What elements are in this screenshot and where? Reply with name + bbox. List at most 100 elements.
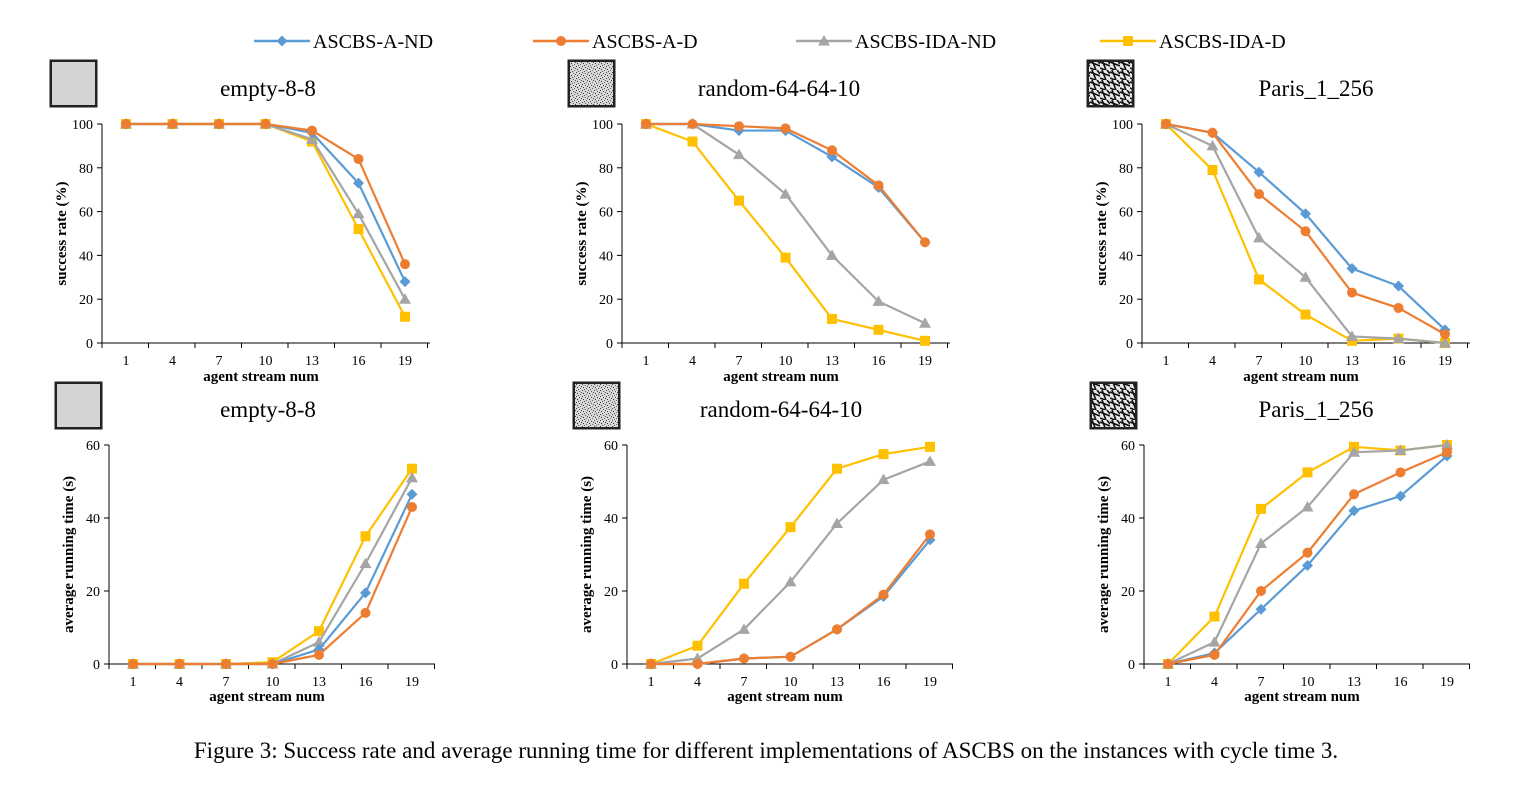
y-tick-label: 60 [1119, 206, 1133, 221]
legend-entry: ASCBS-IDA-ND [796, 31, 996, 53]
data-point [779, 188, 792, 199]
y-tick-label: 40 [1121, 512, 1135, 527]
data-point [1209, 649, 1220, 660]
data-point [1393, 280, 1404, 292]
data-point [1442, 447, 1452, 458]
data-point [1301, 501, 1314, 512]
x-tick-label: 4 [1209, 354, 1216, 369]
chart-title: random-64-64-10 [698, 76, 860, 101]
data-point [1253, 231, 1265, 243]
data-point [121, 119, 131, 129]
y-tick-label: 0 [606, 337, 613, 352]
empty-map-icon [49, 59, 98, 108]
random-map-icon [572, 381, 621, 430]
data-point [687, 136, 698, 147]
data-point [873, 180, 884, 191]
y-axis-label: average running time (s) [579, 476, 595, 633]
map-icon-image [52, 62, 95, 105]
series-line [646, 122, 926, 325]
data-point [407, 502, 417, 513]
map-icon-image [1089, 62, 1132, 105]
x-tick-label: 7 [1258, 675, 1265, 690]
y-tick-label: 60 [1121, 439, 1135, 454]
y-tick-label: 20 [604, 585, 618, 600]
data-point [924, 455, 936, 466]
chart-title: empty-8-8 [220, 397, 316, 422]
data-point [1206, 139, 1219, 151]
data-point [1300, 309, 1311, 320]
y-tick-label: 60 [86, 439, 100, 454]
y-tick-label: 0 [611, 658, 618, 673]
data-point [174, 659, 185, 669]
x-tick-label: 13 [312, 675, 326, 690]
data-point [1349, 489, 1359, 500]
empty-map-icon [54, 381, 103, 430]
chart-title: Paris_1_256 [1259, 397, 1374, 422]
data-point [1302, 559, 1313, 571]
x-tick-label: 16 [877, 675, 891, 690]
data-point [738, 623, 750, 634]
y-tick-label: 0 [93, 658, 100, 673]
data-point [1302, 547, 1313, 558]
data-point [739, 653, 749, 664]
data-point [406, 488, 418, 500]
x-tick-label: 19 [405, 675, 419, 690]
data-point [1254, 274, 1264, 285]
data-point [692, 659, 703, 669]
x-tick-label: 13 [1345, 354, 1359, 369]
series-ascbs-a-nd [1162, 450, 1453, 670]
data-point [925, 529, 935, 540]
paris-map-icon [1086, 59, 1135, 108]
data-point [827, 145, 837, 156]
y-tick-label: 60 [599, 206, 613, 221]
figure-canvas: ASCBS-A-ND ASCBS-A-D ASCBS-IDA-ND ASCBS-IDA… [49, 31, 1470, 705]
x-tick-label: 19 [1440, 675, 1454, 690]
series-line [1167, 451, 1448, 666]
data-point [733, 148, 745, 160]
data-point [214, 119, 224, 129]
series-line [126, 122, 406, 283]
legend-marker [556, 36, 566, 46]
legend-label: ASCBS-IDA-ND [855, 31, 996, 53]
legend: ASCBS-A-ND ASCBS-A-D ASCBS-IDA-ND ASCBS-IDA… [254, 31, 1286, 53]
chart-panel: random-64-64-10 0 20 40 60 1 4 7 10 13 16 19 agent s… [572, 381, 953, 705]
data-point [872, 295, 885, 306]
x-tick-label: 19 [1438, 354, 1452, 369]
legend-label: ASCBS-A-ND [313, 31, 433, 53]
y-tick-label: 0 [1128, 658, 1135, 673]
y-tick-label: 100 [72, 118, 93, 133]
data-point [353, 224, 364, 235]
data-point [128, 659, 138, 669]
data-point [360, 531, 371, 542]
data-point [167, 119, 178, 129]
y-tick-label: 60 [79, 206, 93, 221]
data-point [646, 659, 656, 669]
x-tick-label: 1 [123, 354, 130, 369]
chart-title: random-64-64-10 [700, 397, 862, 422]
series-ascbs-a-nd [127, 488, 418, 670]
data-point [1207, 127, 1218, 138]
data-point [1161, 119, 1171, 129]
data-point [780, 252, 791, 263]
series-line [133, 477, 413, 666]
x-tick-label: 7 [736, 354, 743, 369]
chart-title: empty-8-8 [220, 76, 316, 101]
data-point [1255, 537, 1267, 549]
data-point [400, 259, 410, 270]
legend-entry: ASCBS-A-D [533, 31, 698, 53]
data-point [832, 463, 842, 474]
x-tick-label: 1 [130, 675, 137, 690]
data-point [360, 607, 371, 618]
y-tick-label: 20 [79, 293, 93, 308]
x-axis-label: agent stream num [727, 689, 843, 705]
x-tick-label: 4 [169, 354, 176, 369]
x-tick-label: 1 [1165, 675, 1172, 690]
legend-marker [818, 35, 830, 46]
legend-entry: ASCBS-IDA-D [1100, 31, 1286, 53]
data-point [313, 636, 325, 647]
y-tick-label: 20 [86, 585, 100, 600]
x-tick-label: 19 [923, 675, 937, 690]
x-tick-label: 10 [1301, 675, 1315, 690]
series-ascbs-a-nd [120, 118, 411, 288]
x-tick-label: 13 [825, 354, 839, 369]
